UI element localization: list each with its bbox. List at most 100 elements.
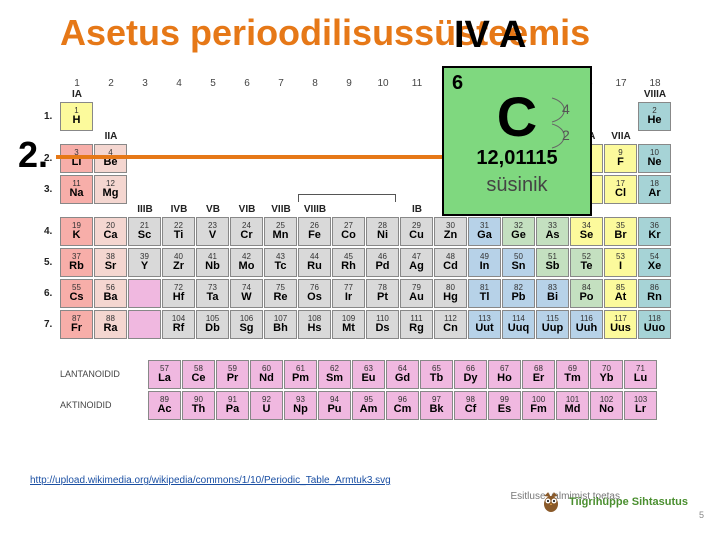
element-cell: 29Cu: [400, 217, 433, 246]
element-cell: 118Uuo: [638, 310, 671, 339]
element-cell: 40Zr: [162, 248, 195, 277]
element-cell: 52Te: [570, 248, 603, 277]
owl-icon: [539, 490, 563, 514]
column-number: 10: [366, 78, 400, 89]
element-cell: 76Os: [298, 279, 331, 308]
element-cell: 42Mo: [230, 248, 263, 277]
element-cell: 82Pb: [502, 279, 535, 308]
period-row: 5.37Rb38Sr39Y40Zr41Nb42Mo43Tc44Ru45Rh46P…: [44, 247, 680, 277]
element-cell: 73Ta: [196, 279, 229, 308]
element-cell: 63Eu: [352, 360, 385, 389]
footer-brand: Tiigrihüppe Sihtasutus: [569, 496, 688, 508]
element-cell: 48Cd: [434, 248, 467, 277]
element-cell: 107Bh: [264, 310, 297, 339]
period-number: 6.: [44, 288, 60, 299]
element-cell: 58Ce: [182, 360, 215, 389]
element-cell: 18Ar: [638, 175, 671, 204]
period-number: 1.: [44, 111, 60, 122]
element-cell: 115Uup: [536, 310, 569, 339]
element-cell: 113Uut: [468, 310, 501, 339]
actinides-label: AKTINOIDID: [60, 400, 148, 410]
group-label: VIIIA: [638, 89, 672, 100]
element-cell: 70Yb: [590, 360, 623, 389]
period-highlight-line: [56, 155, 442, 159]
element-cell: 36Kr: [638, 217, 671, 246]
element-cell: 41Nb: [196, 248, 229, 277]
element-cell: 9F: [604, 144, 637, 173]
group-label: [230, 89, 264, 100]
element-cell: 38Sr: [94, 248, 127, 277]
element-cell: 1H: [60, 102, 93, 131]
element-cell: 81Tl: [468, 279, 501, 308]
element-cell: 71Lu: [624, 360, 657, 389]
element-cell: 32Ge: [502, 217, 535, 246]
element-cell: 37Rb: [60, 248, 93, 277]
element-cell: 66Dy: [454, 360, 487, 389]
column-number: 2: [94, 78, 128, 89]
element-cell: 49In: [468, 248, 501, 277]
lan-act-block: LANTANOIDID 57La58Ce59Pr60Nd61Pm62Sm63Eu…: [60, 359, 680, 420]
column-number: 6: [230, 78, 264, 89]
element-cell: 77Ir: [332, 279, 365, 308]
shell-diagram: 4 2: [542, 96, 582, 152]
element-cell: 50Sn: [502, 248, 535, 277]
element-cell: 92U: [250, 391, 283, 420]
viiib-bracket: [298, 194, 396, 202]
element-cell: [128, 310, 161, 339]
element-cell: 39Y: [128, 248, 161, 277]
element-cell: 31Ga: [468, 217, 501, 246]
element-cell: 2He: [638, 102, 671, 131]
element-cell: 56Ba: [94, 279, 127, 308]
element-cell: 43Tc: [264, 248, 297, 277]
element-cell: 19K: [60, 217, 93, 246]
element-cell: 106Sg: [230, 310, 263, 339]
actinides-row: AKTINOIDID 89Ac90Th91Pa92U93Np94Pu95Am96…: [60, 390, 680, 420]
column-number: 5: [196, 78, 230, 89]
element-cell: 51Sb: [536, 248, 569, 277]
period-number: 3.: [44, 184, 60, 195]
source-link[interactable]: http://upload.wikimedia.org/wikipedia/co…: [30, 475, 391, 486]
element-cell: 54Xe: [638, 248, 671, 277]
group-label: [332, 89, 366, 100]
element-cell: 109Mt: [332, 310, 365, 339]
element-cell: 91Pa: [216, 391, 249, 420]
element-cell: 93Np: [284, 391, 317, 420]
highlight-name: süsinik: [486, 174, 547, 197]
element-cell: 101Md: [556, 391, 589, 420]
element-cell: 79Au: [400, 279, 433, 308]
group-label: [196, 89, 230, 100]
period-row: 7.87Fr88Ra104Rf105Db106Sg107Bh108Hs109Mt…: [44, 309, 680, 339]
column-number: 11: [400, 78, 434, 89]
element-cell: 116Uuh: [570, 310, 603, 339]
period-number: 7.: [44, 319, 60, 330]
element-cell: 75Re: [264, 279, 297, 308]
element-cell: 11Na: [60, 175, 93, 204]
element-cell: 21Sc: [128, 217, 161, 246]
element-cell: 20Ca: [94, 217, 127, 246]
footer-logo: Tiigrihüppe Sihtasutus: [539, 490, 688, 514]
element-cell: 45Rh: [332, 248, 365, 277]
column-number: 8: [298, 78, 332, 89]
element-cell: 97Bk: [420, 391, 453, 420]
element-cell: 35Br: [604, 217, 637, 246]
period-row: 6.55Cs56Ba72Hf73Ta74W75Re76Os77Ir78Pt79A…: [44, 278, 680, 308]
group-label: [298, 89, 332, 100]
element-cell: 74W: [230, 279, 263, 308]
element-cell: 68Er: [522, 360, 555, 389]
element-cell: 26Fe: [298, 217, 331, 246]
highlight-atomic-number: 6: [452, 72, 463, 95]
element-cell: 30Zn: [434, 217, 467, 246]
group-label: [264, 89, 298, 100]
page-number: 5: [699, 510, 704, 520]
element-cell: 34Se: [570, 217, 603, 246]
group-label: [604, 89, 638, 100]
element-cell: 83Bi: [536, 279, 569, 308]
element-cell: 72Hf: [162, 279, 195, 308]
group-label: IA: [60, 89, 94, 100]
element-cell: 24Cr: [230, 217, 263, 246]
column-number: 9: [332, 78, 366, 89]
highlight-symbol: C: [497, 89, 537, 145]
element-cell: 103Lr: [624, 391, 657, 420]
element-cell: 67Ho: [488, 360, 521, 389]
column-number: 17: [604, 78, 638, 89]
